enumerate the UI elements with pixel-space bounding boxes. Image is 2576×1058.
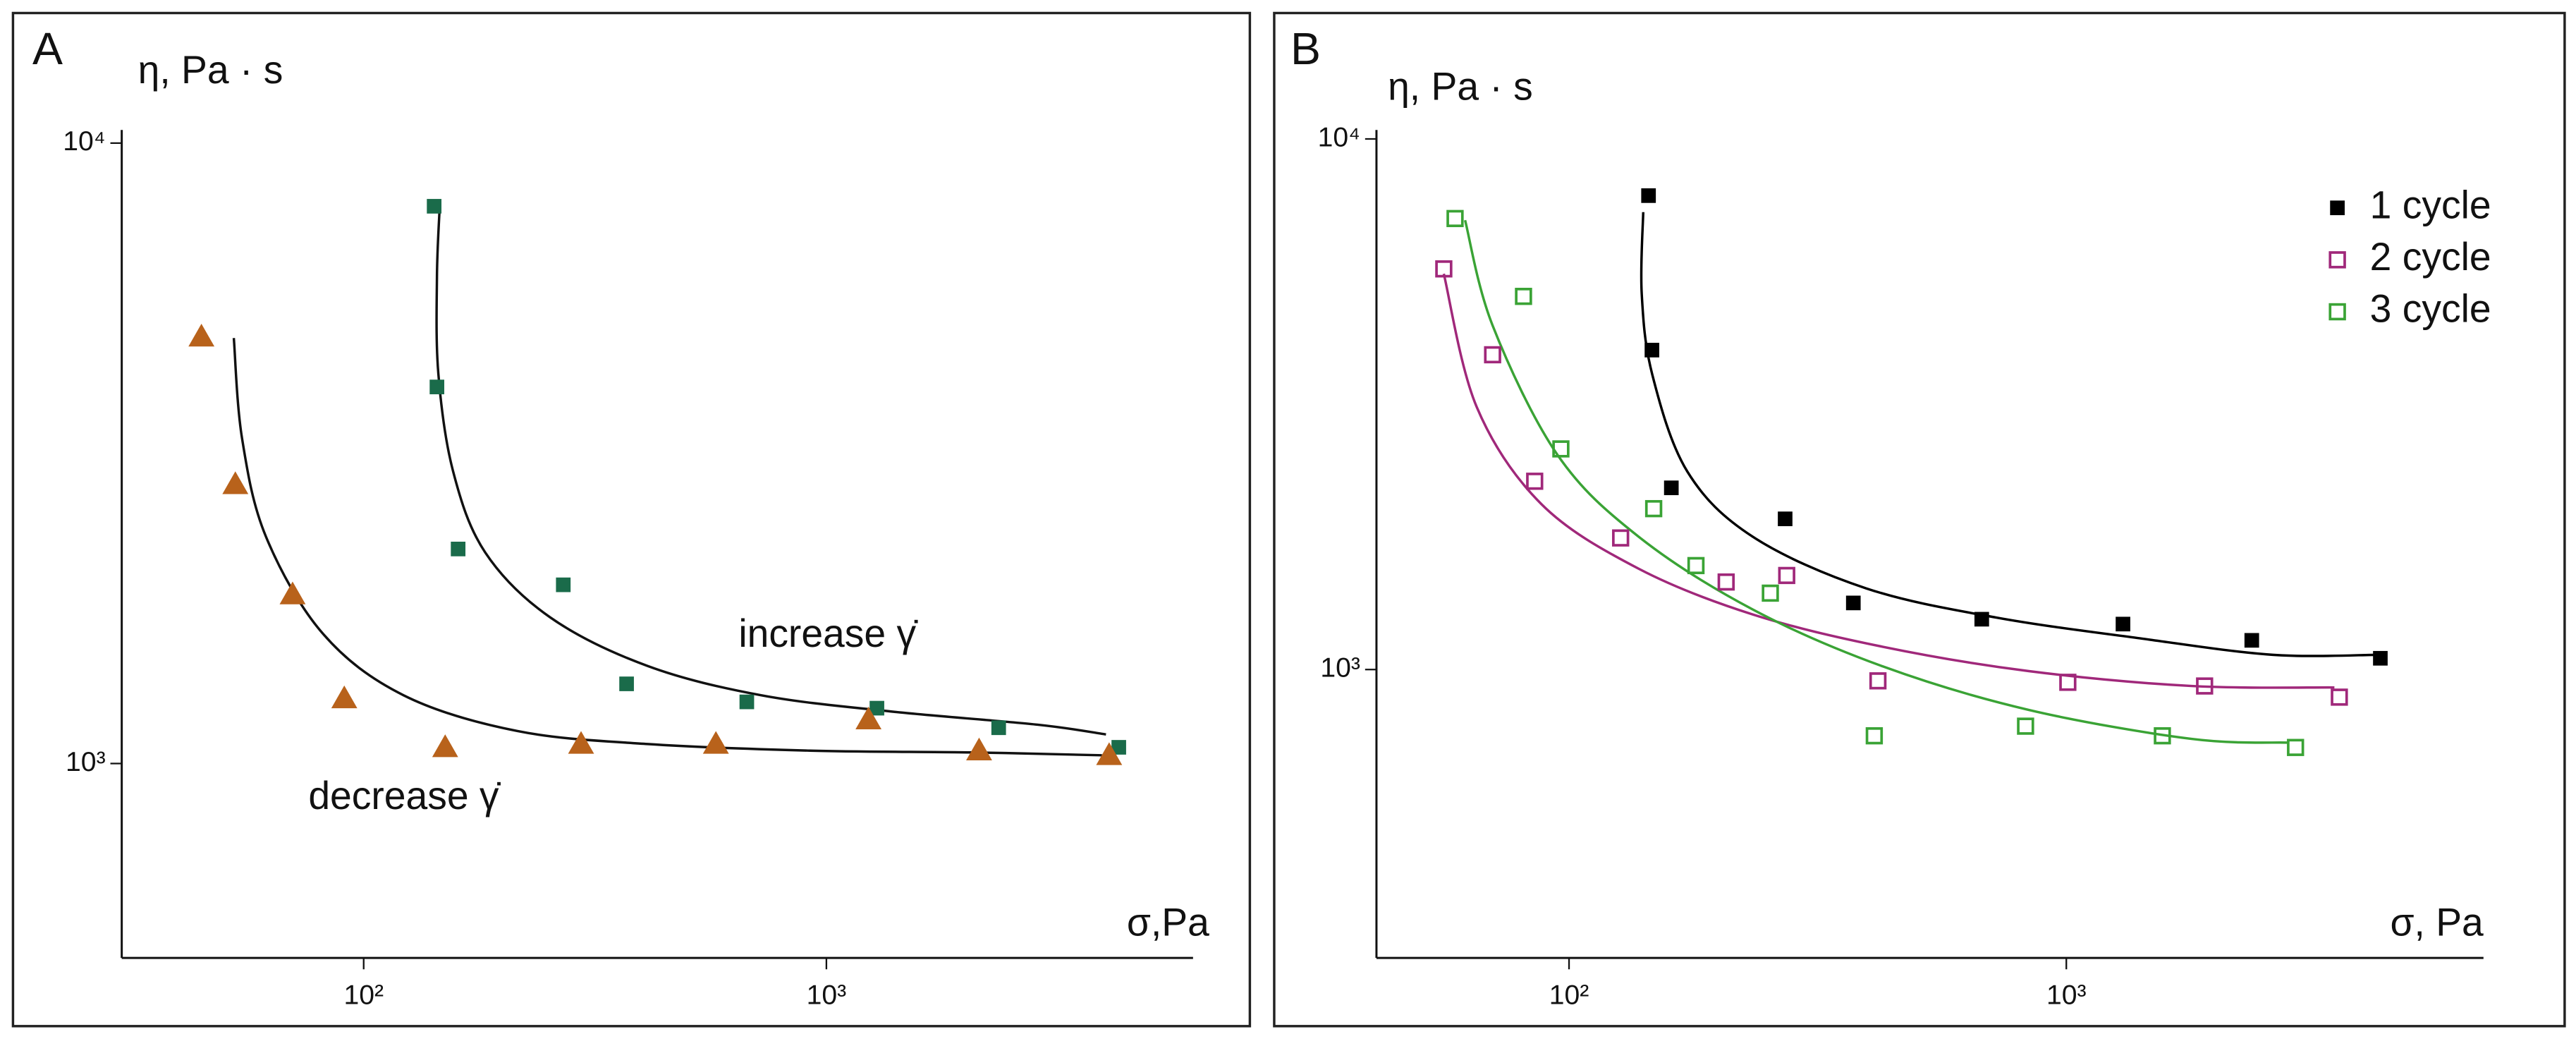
marker [2116, 616, 2130, 632]
marker [739, 694, 755, 710]
marker [1865, 727, 1884, 745]
marker [279, 581, 306, 604]
annotation: decrease γ̇ [308, 774, 501, 817]
y-tick-label: 10⁴ [1318, 122, 1360, 152]
fit-curve [435, 206, 1106, 736]
marker [188, 323, 215, 347]
marker [1717, 573, 1735, 591]
marker [1096, 742, 1123, 765]
marker [556, 577, 571, 592]
marker [1644, 499, 1663, 518]
x-tick-label: 10² [343, 980, 384, 1011]
marker [1526, 473, 1544, 490]
marker [1641, 188, 1656, 203]
marker [451, 541, 466, 557]
legend-label: 1 cycle [2370, 183, 2491, 226]
marker [2154, 727, 2171, 745]
y-axis-label: η, Pa · s [1388, 64, 1533, 108]
marker [1435, 260, 1453, 278]
x-tick-label: 10² [1549, 980, 1589, 1011]
marker [331, 685, 358, 709]
y-tick-label: 10³ [1320, 653, 1360, 683]
fit-curve [1463, 219, 2290, 744]
marker [432, 734, 458, 758]
marker [1484, 346, 1501, 364]
marker [2331, 688, 2348, 706]
marker [2373, 650, 2388, 666]
marker [1687, 557, 1705, 575]
marker [1552, 440, 1570, 458]
legend-marker [2328, 251, 2346, 269]
marker [427, 199, 442, 214]
x-axis-label: σ,Pa [1127, 901, 1209, 944]
marker [2244, 633, 2259, 648]
marker [702, 731, 729, 754]
marker [1664, 480, 1679, 496]
marker [966, 737, 992, 761]
marker [429, 379, 445, 394]
panel-border [11, 11, 1252, 1028]
marker [1446, 209, 1464, 228]
marker [1974, 612, 1989, 627]
x-tick-label: 10³ [807, 980, 847, 1011]
marker [1515, 288, 1532, 305]
marker [619, 676, 634, 691]
marker [2287, 738, 2305, 756]
marker [869, 700, 884, 716]
marker [2059, 674, 2077, 691]
marker [568, 731, 594, 754]
marker [1644, 342, 1659, 358]
panel-label: A [32, 23, 63, 74]
marker [1869, 672, 1887, 690]
marker [2196, 677, 2214, 695]
marker [222, 471, 249, 494]
x-axis-label: σ, Pa [2390, 901, 2484, 944]
marker [1778, 511, 1793, 526]
marker [1778, 566, 1795, 585]
y-tick-label: 10⁴ [63, 126, 105, 157]
legend-marker [2328, 303, 2346, 321]
legend-label: 3 cycle [2370, 287, 2491, 331]
legend-marker [2330, 200, 2345, 216]
y-tick-label: 10³ [66, 747, 106, 777]
marker [991, 720, 1006, 736]
marker [1762, 584, 1779, 602]
legend-label: 2 cycle [2370, 235, 2491, 279]
panel-border [1273, 11, 2566, 1028]
x-tick-label: 10³ [2046, 980, 2087, 1011]
fit-curve [232, 338, 1102, 757]
fit-curve [1640, 212, 2379, 657]
annotation: increase γ̇ [738, 612, 918, 655]
panel-label: B [1290, 23, 1321, 74]
marker [855, 706, 882, 730]
marker [1111, 740, 1126, 755]
marker [1612, 529, 1630, 547]
marker [2017, 717, 2034, 735]
y-axis-label: η, Pa · s [138, 48, 283, 92]
marker [1845, 595, 1861, 611]
